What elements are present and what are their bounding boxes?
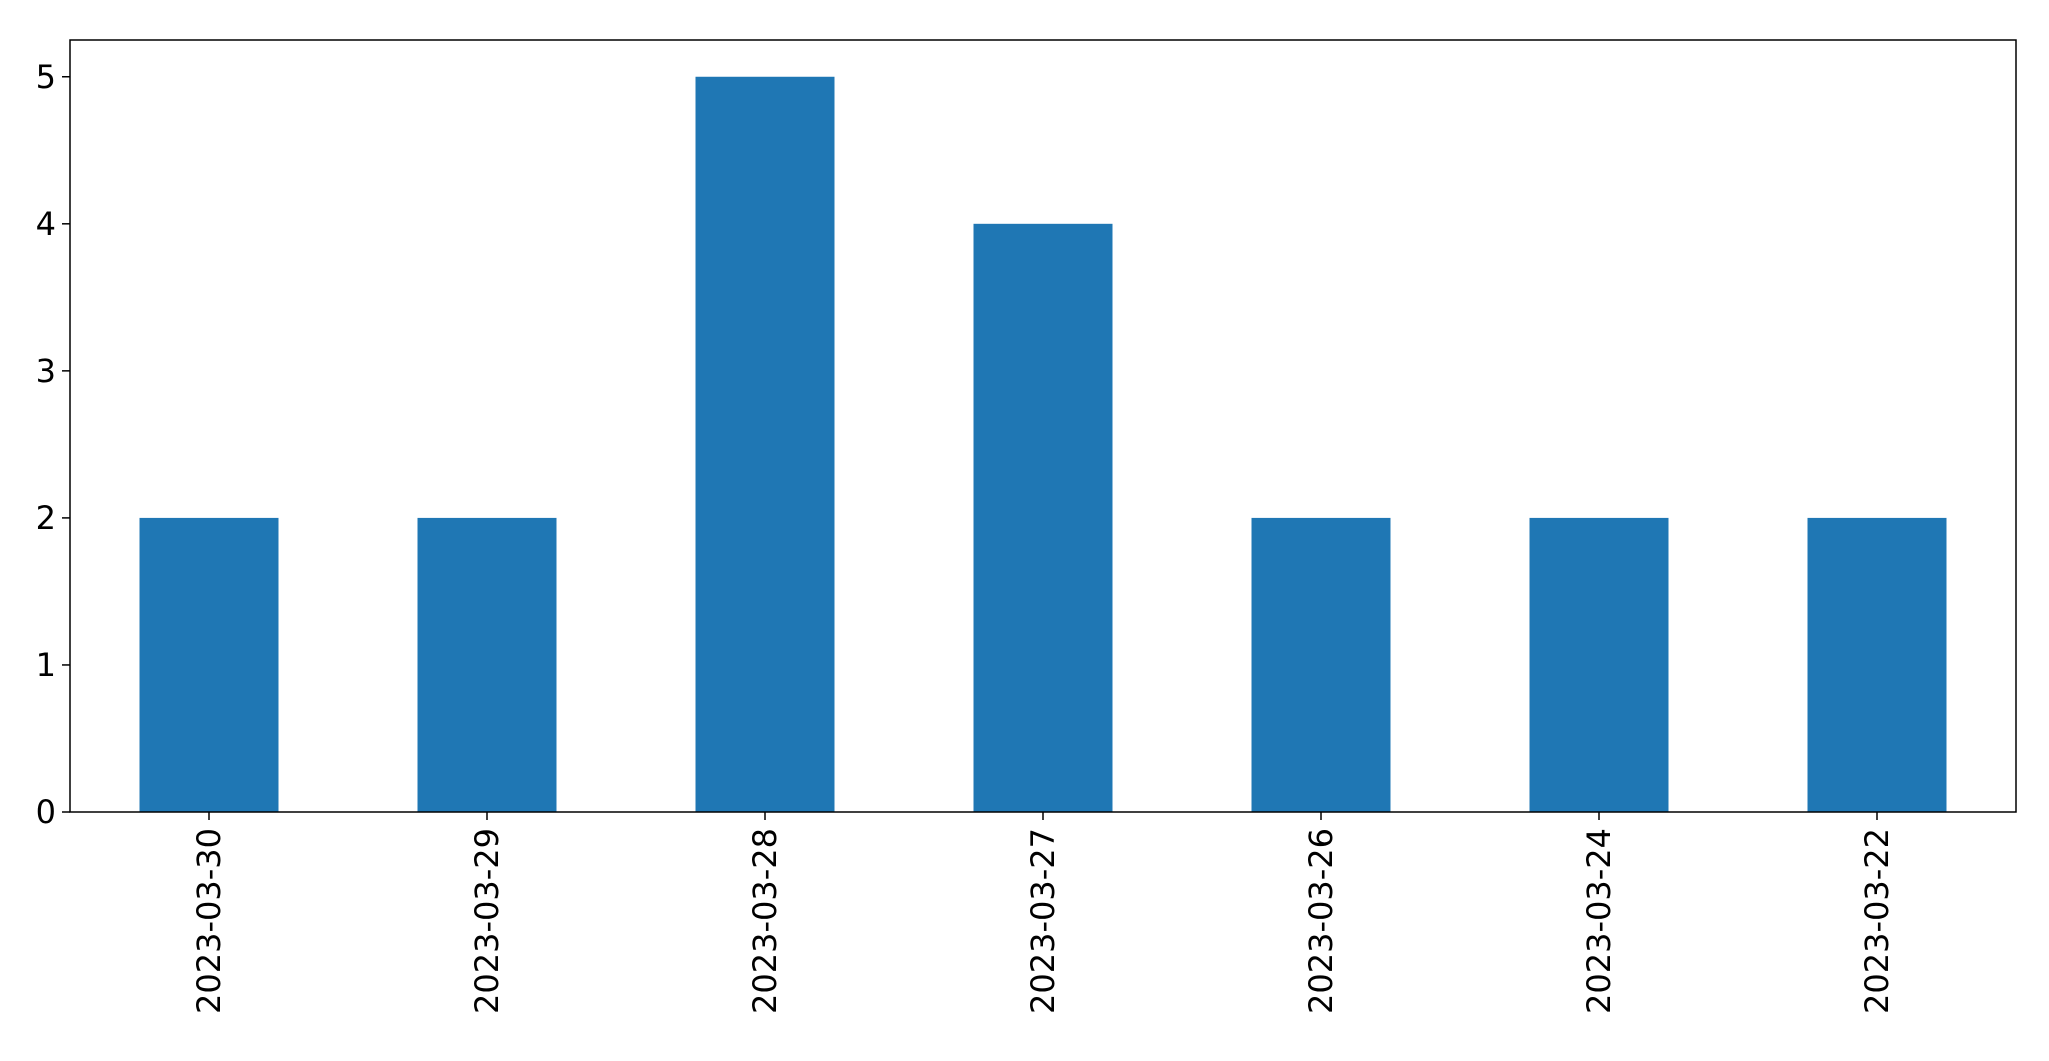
- x-tick-label: 2023-03-22: [1858, 828, 1896, 1014]
- y-tick-label: 2: [36, 499, 56, 537]
- y-tick-label: 5: [36, 58, 56, 96]
- bar-2023-03-28: [695, 76, 835, 812]
- bars-group: [139, 76, 1947, 813]
- x-tick-label: 2023-03-27: [1024, 828, 1062, 1014]
- x-axis: 2023-03-30 2023-03-29 2023-03-28 2023-03-27…: [190, 812, 1896, 1014]
- bar-2023-03-26: [1251, 517, 1391, 812]
- bar-2023-03-30: [139, 517, 279, 812]
- x-tick-label: 2023-03-30: [190, 828, 228, 1014]
- y-tick-label: 4: [36, 205, 56, 243]
- y-tick-label: 1: [36, 646, 56, 684]
- x-tick-label: 2023-03-29: [468, 828, 506, 1014]
- x-tick-label: 2023-03-26: [1302, 828, 1340, 1014]
- bar-2023-03-24: [1529, 517, 1669, 812]
- bar-2023-03-27: [973, 223, 1113, 813]
- x-tick-label: 2023-03-24: [1580, 828, 1618, 1014]
- plot-frame: [69, 39, 2017, 813]
- y-tick-label: 3: [36, 352, 56, 390]
- y-axis: 0 1 2 3 4 5: [36, 58, 70, 831]
- y-tick-label: 0: [36, 793, 56, 831]
- bar-2023-03-22: [1807, 517, 1947, 812]
- x-tick-label: 2023-03-28: [746, 828, 784, 1014]
- bar-2023-03-29: [417, 517, 557, 812]
